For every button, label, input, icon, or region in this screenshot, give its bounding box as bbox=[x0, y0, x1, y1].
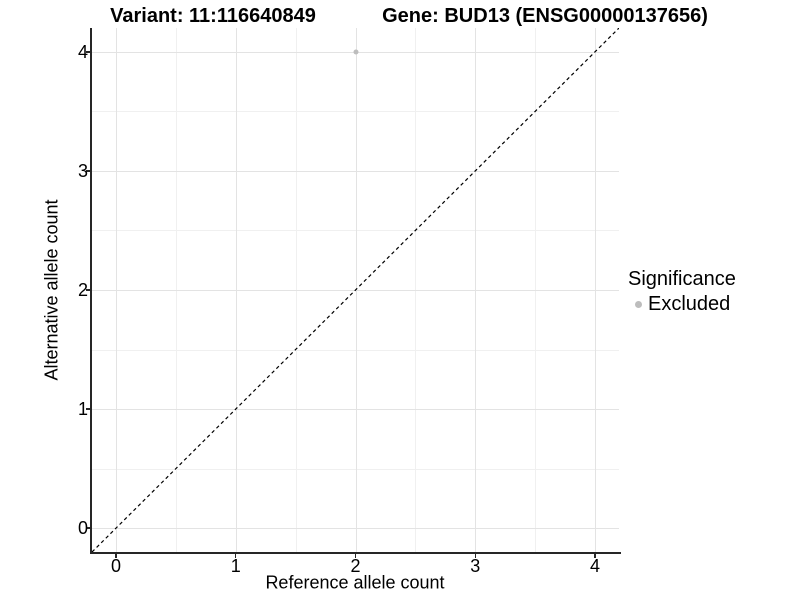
y-tick-label: 0 bbox=[77, 518, 88, 539]
x-tick-label: 0 bbox=[110, 556, 121, 576]
y-axis-title: Alternative allele count bbox=[41, 199, 62, 381]
x-tick-mark bbox=[354, 554, 357, 558]
y-tick-label: 2 bbox=[77, 280, 88, 300]
y-tick-label: 1 bbox=[77, 399, 88, 420]
legend-title: Significance bbox=[628, 268, 736, 290]
x-tick-label: 1 bbox=[230, 556, 241, 576]
x-tick-mark bbox=[474, 554, 477, 558]
y-tick-mark bbox=[86, 170, 90, 172]
x-tick-label: 2 bbox=[350, 556, 361, 576]
x-tick-label: 3 bbox=[470, 556, 481, 576]
identity-line bbox=[92, 28, 619, 552]
y-axis-line bbox=[90, 28, 92, 554]
plot-panel bbox=[92, 28, 619, 552]
major-gridline-y bbox=[92, 528, 619, 530]
data-point bbox=[353, 49, 358, 55]
legend-entry-label: Excluded bbox=[648, 293, 731, 315]
x-tick-label: 4 bbox=[590, 556, 601, 576]
y-tick-mark bbox=[86, 51, 90, 53]
x-axis-title: Reference allele count bbox=[265, 572, 445, 593]
y-tick-label: 4 bbox=[77, 41, 88, 62]
y-tick-label: 3 bbox=[77, 160, 88, 181]
legend-entry-excluded: Excluded bbox=[626, 293, 796, 315]
plot-title-variant: Variant: 11:116640849 bbox=[110, 5, 316, 27]
plot-title-gene: Gene: BUD13 (ENSG00000137656) bbox=[382, 5, 708, 27]
x-axis-line bbox=[90, 552, 621, 554]
major-gridline-y bbox=[92, 170, 619, 172]
legend-key-dot bbox=[635, 300, 642, 308]
y-tick-mark bbox=[86, 289, 90, 291]
x-tick-mark bbox=[234, 554, 237, 558]
major-gridline-y bbox=[92, 409, 619, 411]
y-tick-mark bbox=[86, 527, 90, 529]
y-tick-mark bbox=[86, 408, 90, 410]
x-tick-mark bbox=[115, 554, 117, 558]
legend: Significance Excluded bbox=[626, 268, 796, 315]
identity-line-layer bbox=[92, 28, 619, 552]
x-tick-mark bbox=[594, 554, 596, 558]
